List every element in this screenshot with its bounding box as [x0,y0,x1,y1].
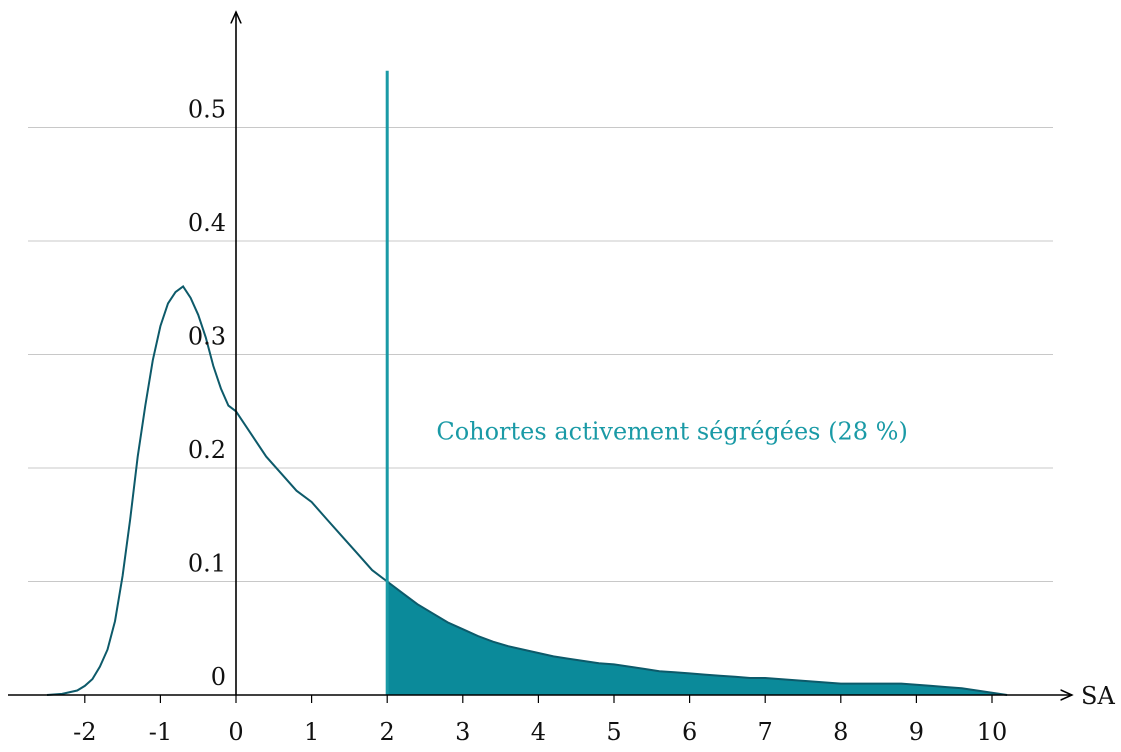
y-tick-label: 0.5 [188,96,226,124]
x-ticks: -2 -1 0 1 2 3 4 5 6 7 8 9 10 [73,695,1007,746]
y-ticks: 0 0.1 0.2 0.3 0.4 0.5 [188,96,226,692]
x-tick-label: 2 [380,718,395,746]
x-axis-label: SA [1081,682,1115,710]
x-tick-label: 4 [531,718,546,746]
x-tick-label: 5 [606,718,621,746]
x-tick-label: 10 [977,718,1008,746]
x-tick-label: -1 [149,718,172,746]
y-tick-label: 0.3 [188,323,226,351]
x-tick-label: 6 [682,718,697,746]
y-tick-label: 0 [211,663,226,691]
segregated-cohorts-annotation: Cohortes activement ségrégées (28 %) [436,418,907,446]
y-tick-label: 0.2 [188,436,226,464]
x-tick-label: 1 [304,718,319,746]
x-tick-label: 7 [758,718,773,746]
density-curve [46,284,1008,696]
y-tick-label: 0.4 [188,209,226,237]
segregated-area-fill [387,581,1008,695]
x-tick-label: 8 [833,718,848,746]
x-tick-label: -2 [73,718,96,746]
x-tick-label: 3 [455,718,470,746]
x-tick-label: 9 [909,718,924,746]
x-tick-label: 0 [228,718,243,746]
gridlines [28,127,1053,582]
y-tick-label: 0.1 [188,550,226,578]
